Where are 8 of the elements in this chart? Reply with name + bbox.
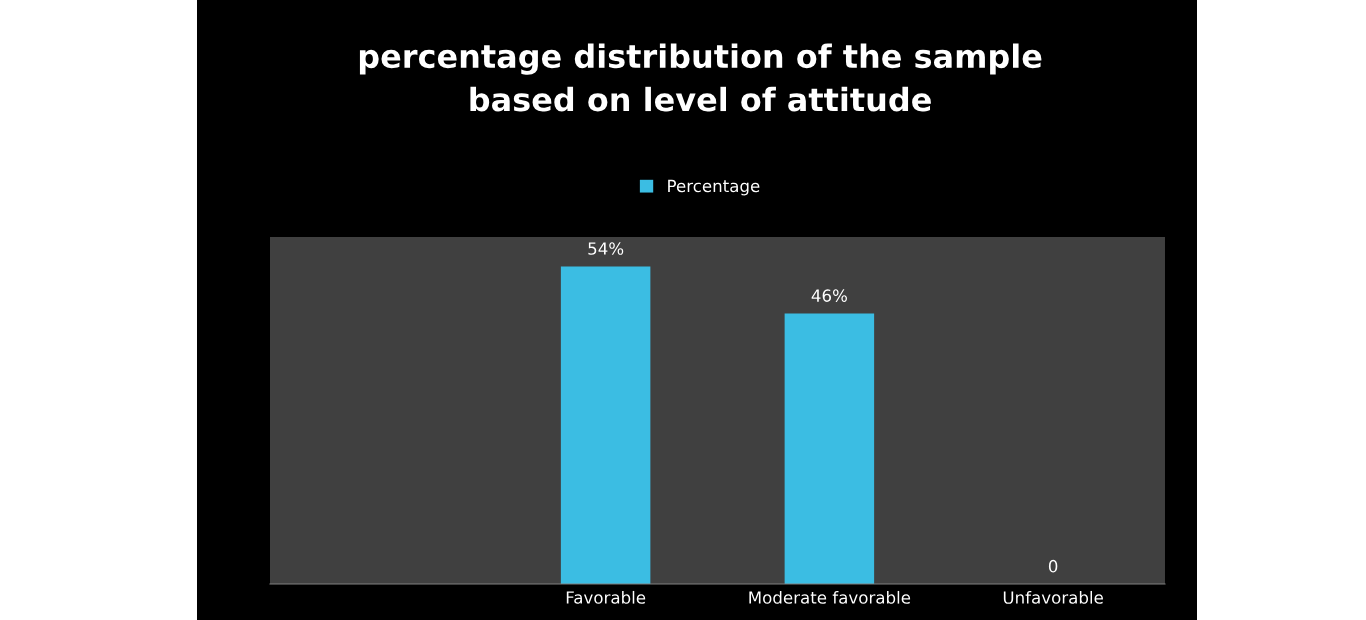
- data-label: 54%: [588, 242, 624, 255]
- data-label: 0: [1048, 559, 1058, 573]
- x-tick-label: Favorable: [566, 590, 646, 604]
- x-tick-label: Unfavorable: [1003, 590, 1103, 604]
- chart-title: percentage distribution of the sample based on level of attitude: [359, 43, 1042, 112]
- data-label: 46%: [811, 289, 847, 302]
- legend-label: Percentage: [668, 179, 760, 196]
- x-tick-label: Moderate favorable: [749, 590, 911, 604]
